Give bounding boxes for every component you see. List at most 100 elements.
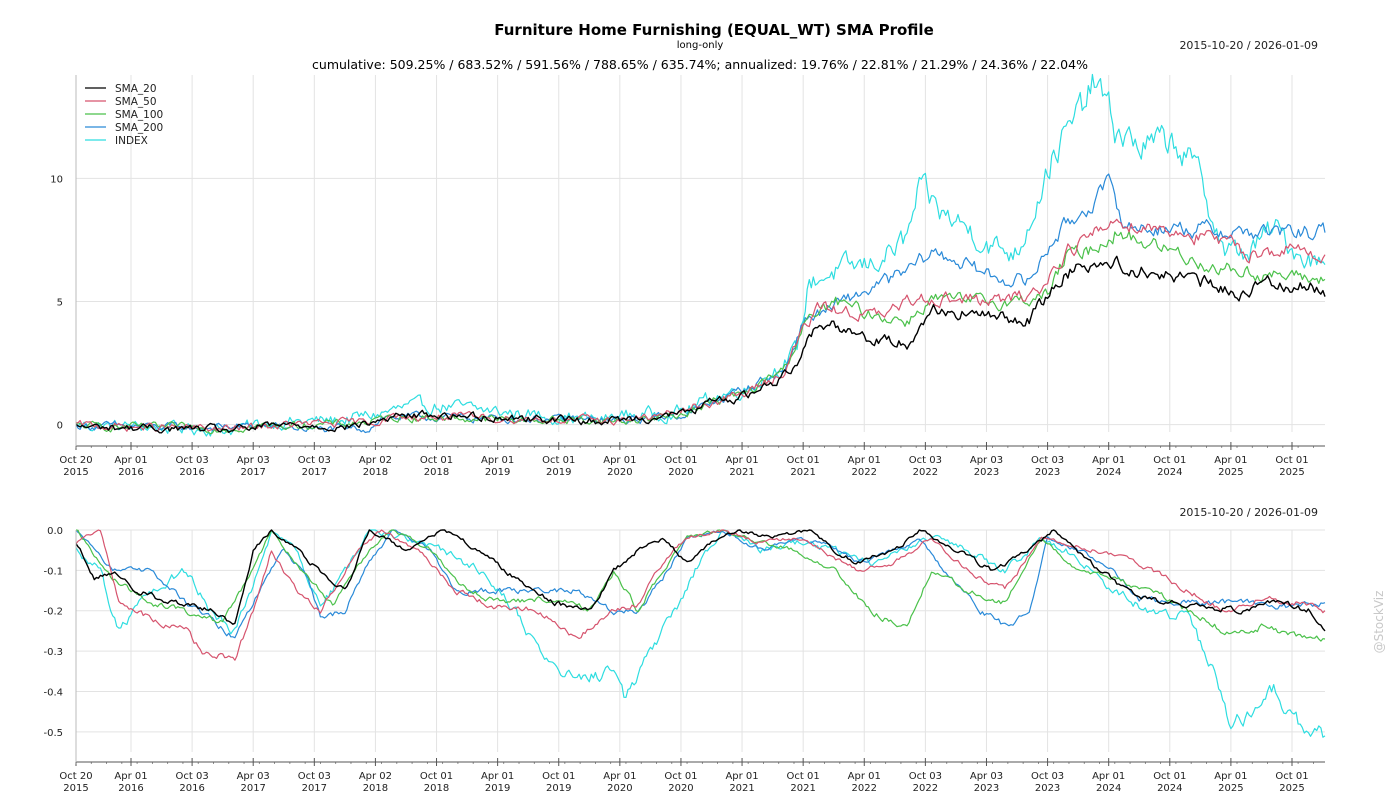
top-grid <box>75 75 1325 432</box>
bot-x-tick-label-year: 2017 <box>240 783 265 794</box>
bot-x-tick-label: Oct 01 <box>664 771 697 782</box>
bot-x-tick-label: Apr 01 <box>848 771 881 782</box>
date-range-bottom: 2015-10-20 / 2026-01-09 <box>1179 506 1318 519</box>
bot-x-tick-label-year: 2017 <box>302 783 327 794</box>
top-x-tick-label: Apr 03 <box>970 455 1003 466</box>
bot-x-tick-label: Apr 01 <box>1214 771 1247 782</box>
top-x-tick-label-year: 2020 <box>668 467 693 478</box>
top-x-tick-label: Oct 01 <box>542 455 575 466</box>
top-x-tick-label-year: 2021 <box>729 467 754 478</box>
bot-x-tick-label: Apr 01 <box>481 771 514 782</box>
top-x-tick-label: Oct 01 <box>420 455 453 466</box>
bot-x-tick-label-year: 2022 <box>852 783 877 794</box>
top-series-sma-200 <box>75 173 1326 434</box>
top-x-tick-label: Oct 01 <box>787 455 820 466</box>
bot-x-tick-label-year: 2022 <box>913 783 938 794</box>
top-x-tick-label: Apr 01 <box>1092 455 1125 466</box>
bot-x-tick-label-year: 2021 <box>729 783 754 794</box>
bot-x-tick-label-year: 2015 <box>63 783 88 794</box>
bot-x-tick-label-year: 2018 <box>424 783 449 794</box>
top-y-tick-label: 10 <box>50 174 63 185</box>
top-x-tick-label: Oct 20 <box>59 455 92 466</box>
bot-y-tick-label: -0.1 <box>43 566 63 577</box>
bot-x-tick-label-year: 2024 <box>1096 783 1121 794</box>
bottom-grid <box>75 529 1325 752</box>
top-x-tick-label: Apr 01 <box>725 455 758 466</box>
bot-y-tick-label: 0.0 <box>47 526 63 537</box>
top-x-tick-label: Oct 01 <box>1275 455 1308 466</box>
bot-x-tick-label-year: 2016 <box>179 783 204 794</box>
bot-x-tick-label: Oct 03 <box>298 771 331 782</box>
top-x-tick-label: Oct 03 <box>909 455 942 466</box>
top-series-group <box>75 73 1326 437</box>
bot-series-sma-20 <box>75 529 1326 632</box>
bot-y-tick-label: -0.3 <box>43 647 63 658</box>
date-range-top: 2015-10-20 / 2026-01-09 <box>1179 39 1318 52</box>
bot-x-tick-label-year: 2024 <box>1157 783 1182 794</box>
top-x-tick-label-year: 2025 <box>1279 467 1304 478</box>
bot-x-tick-label: Oct 01 <box>542 771 575 782</box>
legend-label-sma-50: SMA_50 <box>115 96 157 108</box>
bot-x-tick-label: Apr 01 <box>114 771 147 782</box>
top-y-tick-label: 5 <box>57 298 63 309</box>
top-x-tick-label-year: 2020 <box>607 467 632 478</box>
legend-label-sma-20: SMA_20 <box>115 83 157 95</box>
top-x-tick-label: Apr 01 <box>848 455 881 466</box>
bot-x-tick-label: Oct 01 <box>420 771 453 782</box>
bot-x-tick-label: Apr 03 <box>237 771 270 782</box>
legend-label-sma-100: SMA_100 <box>115 109 163 121</box>
top-series-index <box>75 73 1326 437</box>
top-series-sma-20 <box>75 255 1326 434</box>
top-x-tick-label-year: 2017 <box>302 467 327 478</box>
bot-x-tick-label-year: 2025 <box>1279 783 1304 794</box>
bot-x-tick-label: Oct 20 <box>59 771 92 782</box>
bot-x-tick-label: Oct 03 <box>175 771 208 782</box>
bot-x-tick-label-year: 2020 <box>668 783 693 794</box>
chart-subtitle: long-only <box>677 40 724 51</box>
bottom-series-group <box>75 529 1326 738</box>
chart-title: Furniture Home Furnishing (EQUAL_WT) SMA… <box>494 21 934 39</box>
bot-x-tick-label-year: 2025 <box>1218 783 1243 794</box>
top-x-tick-label-year: 2025 <box>1218 467 1243 478</box>
bot-x-tick-label: Apr 01 <box>603 771 636 782</box>
top-series-sma-50 <box>75 218 1326 432</box>
top-x-tick-label-year: 2019 <box>485 467 510 478</box>
top-x-tick-label-year: 2016 <box>179 467 204 478</box>
top-x-tick-label: Apr 01 <box>481 455 514 466</box>
top-x-tick-label-year: 2018 <box>363 467 388 478</box>
top-x-tick-label-year: 2023 <box>974 467 999 478</box>
legend-label-sma-200: SMA_200 <box>115 122 163 134</box>
top-x-tick-label-year: 2022 <box>852 467 877 478</box>
bot-series-index <box>75 529 1326 738</box>
top-x-tick-label-year: 2016 <box>118 467 143 478</box>
bot-y-tick-label: -0.5 <box>43 728 63 739</box>
top-x-tick-label: Apr 01 <box>1214 455 1247 466</box>
top-x-tick-label: Oct 01 <box>664 455 697 466</box>
bot-x-tick-label-year: 2020 <box>607 783 632 794</box>
bot-y-tick-label: -0.2 <box>43 607 63 618</box>
top-x-tick-label-year: 2024 <box>1157 467 1182 478</box>
top-x-tick-label: Apr 03 <box>237 455 270 466</box>
bot-x-tick-label: Oct 03 <box>909 771 942 782</box>
bot-x-tick-label-year: 2019 <box>546 783 571 794</box>
bot-x-tick-label-year: 2018 <box>363 783 388 794</box>
top-x-tick-label-year: 2017 <box>240 467 265 478</box>
bot-x-tick-label: Oct 01 <box>787 771 820 782</box>
bot-x-tick-label-year: 2023 <box>974 783 999 794</box>
top-x-tick-label-year: 2022 <box>913 467 938 478</box>
top-x-tick-label-year: 2021 <box>790 467 815 478</box>
bot-x-tick-label-year: 2023 <box>1035 783 1060 794</box>
top-x-tick-label: Apr 02 <box>359 455 392 466</box>
bot-x-tick-label: Oct 01 <box>1275 771 1308 782</box>
top-x-tick-label: Oct 03 <box>1031 455 1064 466</box>
bot-x-tick-label-year: 2016 <box>118 783 143 794</box>
top-x-tick-label: Oct 03 <box>298 455 331 466</box>
stats-line: cumulative: 509.25% / 683.52% / 591.56% … <box>312 57 1088 72</box>
bot-series-sma-100 <box>75 529 1326 642</box>
